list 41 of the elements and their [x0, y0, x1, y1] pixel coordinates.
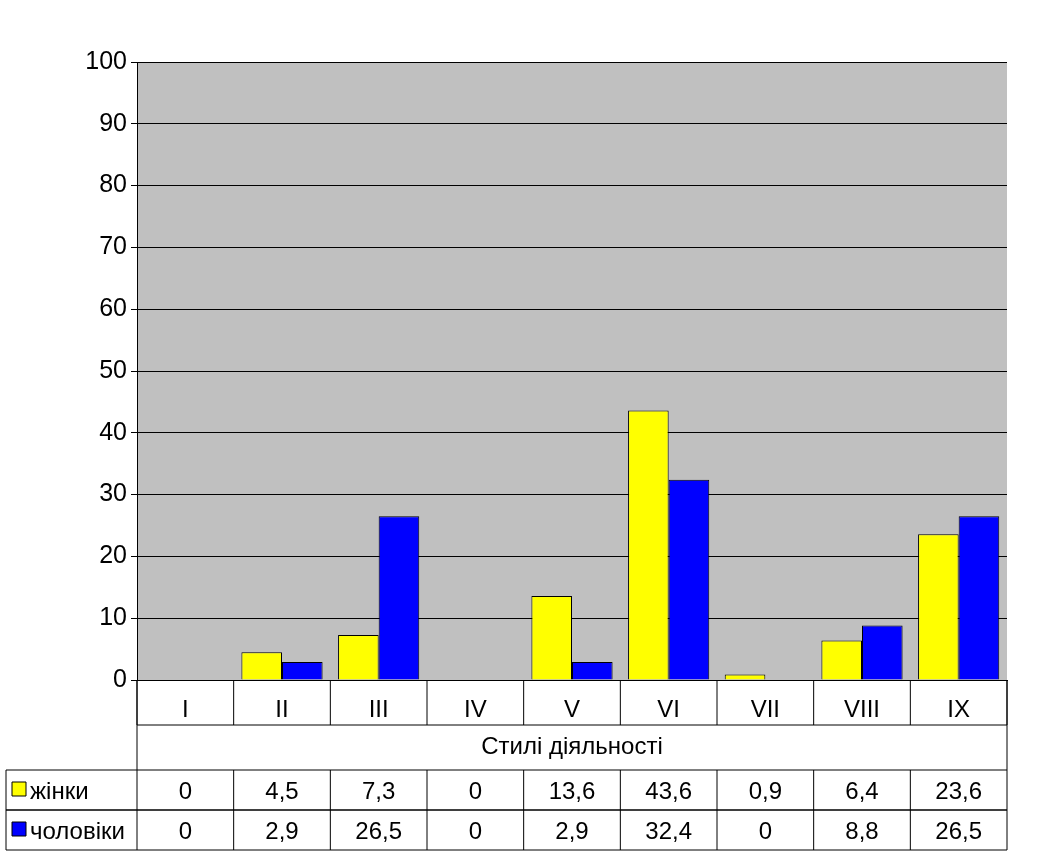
y-tick-label: 70: [99, 231, 127, 260]
y-tick-label: 80: [99, 169, 127, 198]
data-label: 0: [468, 776, 483, 804]
x-tick-label: VII: [750, 695, 781, 723]
data-label: 4,5: [265, 776, 299, 804]
x-axis-title: Стилі діяльності: [481, 732, 663, 760]
data-label: 13,6: [548, 776, 596, 804]
x-tick-label: I: [182, 695, 189, 723]
y-tick-label: 0: [113, 663, 127, 692]
data-label: 8,8: [845, 816, 879, 844]
data-label: 0: [468, 816, 483, 844]
data-label: 0: [758, 816, 773, 844]
y-tick-label: 20: [99, 540, 127, 569]
x-tick-label: VI: [657, 695, 681, 723]
data-label: 23,6: [935, 776, 983, 804]
y-tick-label: 10: [99, 602, 127, 631]
data-label: 0,9: [748, 776, 783, 804]
x-tick-label: IX: [947, 695, 971, 723]
data-label: 26,5: [355, 816, 403, 844]
y-tick-label: 100: [85, 45, 127, 74]
x-tick-label: III: [368, 695, 389, 723]
legend-label: чоловіки: [30, 816, 125, 844]
data-label: 0: [178, 816, 193, 844]
data-label: 2,9: [265, 816, 299, 844]
y-tick-label: 40: [99, 416, 127, 445]
x-tick-label: II: [275, 695, 289, 723]
data-label: 6,4: [845, 776, 879, 804]
legend-label: жінки: [30, 776, 89, 804]
data-label: 43,6: [645, 776, 693, 804]
data-label: 2,9: [555, 816, 589, 844]
y-tick-label: 50: [99, 354, 127, 383]
x-tick-label: VIII: [843, 695, 881, 723]
data-label: 7,3: [361, 776, 396, 804]
x-tick-label: IV: [463, 695, 487, 723]
data-label: 32,4: [645, 816, 693, 844]
data-label: 0: [178, 776, 193, 804]
x-tick-label: V: [563, 695, 581, 723]
y-tick-label: 60: [99, 293, 127, 322]
y-tick-label: 30: [99, 478, 127, 507]
y-tick-label: 90: [99, 107, 127, 136]
data-label: 26,5: [935, 816, 983, 844]
